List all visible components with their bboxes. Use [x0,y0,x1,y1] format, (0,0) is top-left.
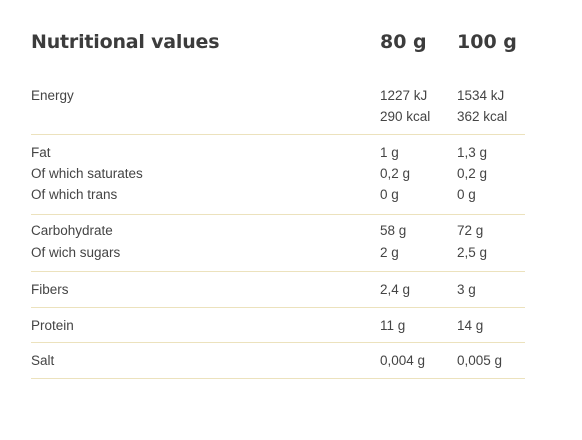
table-title: Nutritional values [31,31,220,53]
section-salt: Salt 0,004 g 0,005 g [31,343,525,379]
row-label: Fat [31,145,51,160]
row-label: Energy [31,88,74,103]
row-label: Salt [31,353,55,368]
row-label: Carbohydrate [31,223,113,238]
section-fibers: Fibers 2,4 g 3 g [31,272,525,308]
value-80g: 290 kcal [380,109,431,124]
section-carbohydrate: Carbohydrate 58 g 72 g Of wich sugars 2 … [31,215,525,272]
table-header: Nutritional values 80 g 100 g [31,0,525,72]
value-100g: 362 kcal [457,109,508,124]
section-energy: Energy 1227 kJ 1534 kJ 290 kcal 362 kcal [31,72,525,135]
row-label: Of wich sugars [31,245,121,260]
value-80g: 0,2 g [380,166,411,181]
value-100g: 72 g [457,223,484,238]
row-label: Of which saturates [31,166,143,181]
value-80g: 1 g [380,145,399,160]
value-100g: 0 g [457,187,476,202]
value-80g: 1227 kJ [380,88,428,103]
value-100g: 0,2 g [457,166,488,181]
value-80g: 0 g [380,187,399,202]
value-80g: 2,4 g [380,282,411,297]
nutrition-table: Nutritional values 80 g 100 g Energy 122… [31,0,525,379]
value-100g: 3 g [457,282,476,297]
value-80g: 11 g [380,318,406,333]
value-100g: 14 g [457,318,484,333]
section-protein: Protein 11 g 14 g [31,308,525,343]
column-header-80g: 80 g [380,31,427,53]
row-label: Protein [31,318,74,333]
value-80g: 0,004 g [380,353,426,368]
column-header-100g: 100 g [457,31,517,53]
value-80g: 58 g [380,223,407,238]
row-label: Fibers [31,282,69,297]
value-100g: 1,3 g [457,145,488,160]
value-100g: 0,005 g [457,353,503,368]
value-100g: 2,5 g [457,245,488,260]
value-100g: 1534 kJ [457,88,505,103]
row-label: Of which trans [31,187,118,202]
value-80g: 2 g [380,245,399,260]
section-fat: Fat 1 g 1,3 g Of which saturates 0,2 g 0… [31,135,525,215]
